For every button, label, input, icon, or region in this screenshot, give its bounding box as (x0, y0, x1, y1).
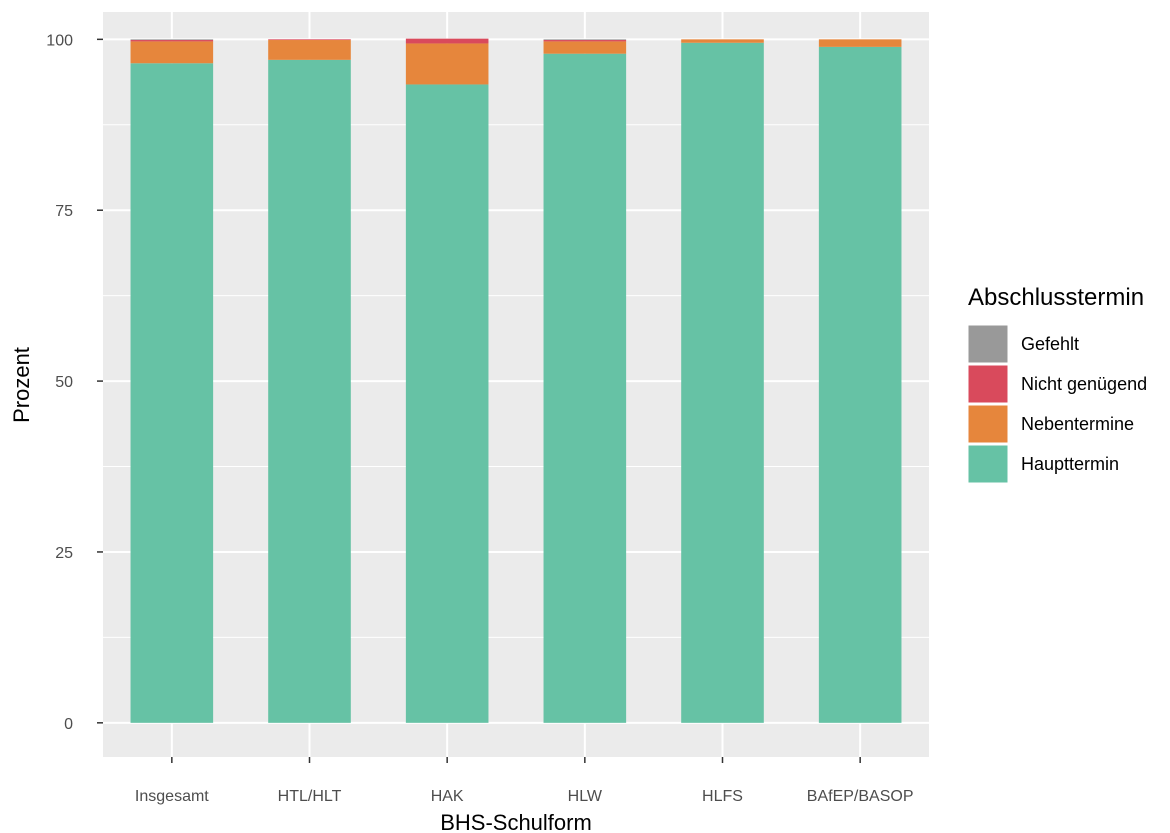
bar-segment (405, 38, 489, 44)
bar-segment (268, 59, 351, 723)
axes: 0 25 50 75 100 Insgesamt HTL/HLT HAK HLW HLFS BAfE… (46, 32, 913, 805)
bar-segment (268, 39, 351, 41)
bar-segment (130, 40, 214, 42)
bar-segment (130, 41, 214, 64)
legend-title: Abschlusstermin (968, 284, 1144, 311)
x-axis-title: BHS-Schulform (440, 810, 592, 833)
y-tick-label: 0 (64, 716, 73, 733)
bar-segment (405, 43, 489, 85)
legend-label: Nicht genügend (1021, 374, 1147, 394)
legend-swatch (967, 404, 1009, 444)
y-tick-label: 25 (55, 545, 73, 562)
y-tick-label: 50 (55, 374, 73, 391)
x-tick-label: Insgesamt (135, 788, 209, 805)
legend-swatch (967, 444, 1009, 484)
bar-segment (405, 84, 489, 723)
legend-label: Gefehlt (1021, 334, 1079, 354)
bar-segment (130, 63, 214, 723)
bars (130, 38, 902, 723)
x-tick-label: HAK (431, 788, 464, 805)
legend-label: Haupttermin (1021, 454, 1119, 474)
legend: Abschlusstermin Gefehlt Nicht genügend Neb… (967, 284, 1147, 484)
plot-panel (103, 12, 929, 757)
bar-segment (543, 39, 627, 41)
bar-segment (818, 46, 902, 723)
bar-segment (543, 53, 627, 723)
legend-swatch (967, 324, 1009, 364)
x-tick-label: BAfEP/BASOP (807, 788, 914, 805)
bar-segment (130, 39, 214, 41)
bar-segment (681, 42, 764, 723)
x-tick-label: HTL/HLT (278, 788, 342, 805)
y-axis-title: Prozent (9, 347, 34, 423)
y-tick-label: 75 (55, 203, 73, 220)
y-tick-label: 100 (46, 32, 73, 49)
legend-swatch (967, 364, 1009, 404)
bar-segment (543, 41, 627, 54)
bar-segment (543, 40, 627, 42)
bar-segment (681, 39, 764, 43)
x-tick-label: HLFS (702, 788, 743, 805)
legend-label: Nebentermine (1021, 414, 1134, 434)
x-tick-label: HLW (568, 788, 603, 805)
bar-segment (818, 39, 902, 47)
bar-segment (268, 40, 351, 60)
